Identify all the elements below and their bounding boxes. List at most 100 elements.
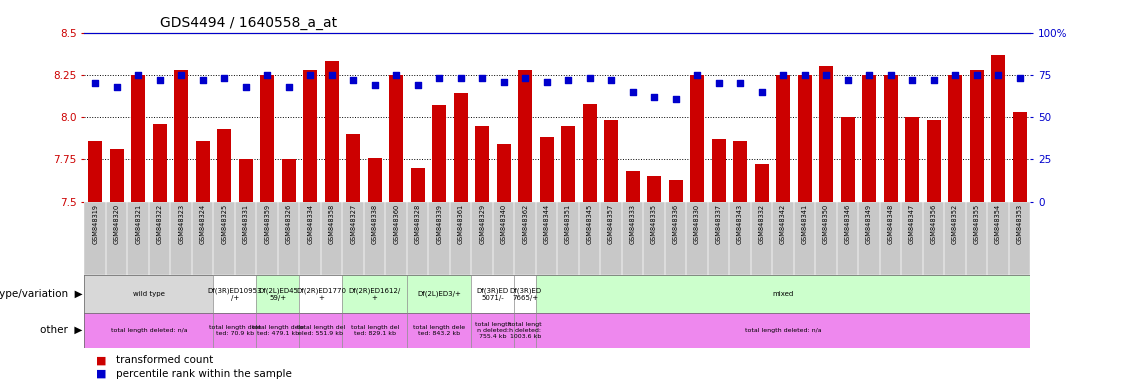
Text: GSM848362: GSM848362 <box>522 204 528 244</box>
Point <box>645 94 663 100</box>
Point <box>87 80 105 86</box>
Text: GSM848348: GSM848348 <box>887 204 894 244</box>
Text: GSM848336: GSM848336 <box>672 204 679 244</box>
Bar <box>84 275 214 313</box>
Point <box>688 72 706 78</box>
Point <box>967 72 985 78</box>
Point <box>323 72 341 78</box>
Point <box>129 72 148 78</box>
Text: GSM848338: GSM848338 <box>372 204 377 244</box>
Point <box>924 77 942 83</box>
Bar <box>772 202 794 275</box>
Bar <box>863 75 876 202</box>
Bar <box>472 313 515 348</box>
Bar <box>342 275 406 313</box>
Text: GSM848350: GSM848350 <box>823 204 829 244</box>
Bar <box>235 202 257 275</box>
Point <box>108 84 126 90</box>
Text: GSM848328: GSM848328 <box>414 204 421 244</box>
Bar <box>687 202 708 275</box>
Text: GSM848329: GSM848329 <box>480 204 485 244</box>
Bar <box>472 275 515 313</box>
Bar <box>536 313 1030 348</box>
Text: total length deleted: n/a: total length deleted: n/a <box>110 328 187 333</box>
Bar <box>257 202 278 275</box>
Bar <box>905 117 919 202</box>
Point <box>409 82 427 88</box>
Bar <box>300 275 342 313</box>
Point <box>151 77 169 83</box>
Bar <box>88 141 102 202</box>
Text: GSM848354: GSM848354 <box>995 204 1001 244</box>
Text: mixed: mixed <box>772 291 794 297</box>
Point <box>215 75 233 81</box>
Bar <box>643 202 664 275</box>
Bar <box>884 75 897 202</box>
Point <box>796 72 814 78</box>
Text: GSM848344: GSM848344 <box>544 204 549 244</box>
Text: GSM848346: GSM848346 <box>844 204 850 244</box>
Text: Df(3R)ED10953
/+: Df(3R)ED10953 /+ <box>207 287 262 301</box>
Text: GSM848339: GSM848339 <box>436 204 443 244</box>
Bar <box>428 202 450 275</box>
Bar <box>515 275 536 313</box>
Bar <box>797 75 812 202</box>
Bar <box>991 55 1006 202</box>
Bar <box>196 141 209 202</box>
Point <box>774 72 792 78</box>
Bar <box>257 275 300 313</box>
Text: GSM848334: GSM848334 <box>307 204 313 244</box>
Bar <box>390 75 403 202</box>
Bar <box>582 104 597 202</box>
Text: GSM848331: GSM848331 <box>243 204 249 244</box>
Point <box>473 75 491 81</box>
Bar <box>303 70 318 202</box>
Bar <box>368 158 382 202</box>
Bar <box>626 171 640 202</box>
Point <box>839 77 857 83</box>
Text: GSM848358: GSM848358 <box>329 204 334 244</box>
Text: percentile rank within the sample: percentile rank within the sample <box>116 369 292 379</box>
Bar <box>472 202 493 275</box>
Bar <box>669 180 682 202</box>
Bar <box>450 202 472 275</box>
Bar <box>539 137 554 202</box>
Text: GSM848360: GSM848360 <box>393 204 399 244</box>
Text: total length del
eled: 551.9 kb: total length del eled: 551.9 kb <box>297 325 345 336</box>
Bar <box>664 202 687 275</box>
Bar <box>214 313 257 348</box>
Point <box>560 77 578 83</box>
Text: total length dele
ted: 70.9 kb: total length dele ted: 70.9 kb <box>208 325 261 336</box>
Point <box>1010 75 1028 81</box>
Text: GSM848357: GSM848357 <box>608 204 614 244</box>
Bar <box>342 202 364 275</box>
Bar <box>175 70 188 202</box>
Text: GSM848351: GSM848351 <box>565 204 571 244</box>
Text: GSM848321: GSM848321 <box>135 204 141 244</box>
Bar <box>300 313 342 348</box>
Point <box>602 77 620 83</box>
Bar <box>879 202 901 275</box>
Bar <box>406 202 428 275</box>
Bar <box>794 202 815 275</box>
Bar <box>217 129 231 202</box>
Text: wild type: wild type <box>133 291 164 297</box>
Text: GSM848337: GSM848337 <box>716 204 722 244</box>
Text: GSM848320: GSM848320 <box>114 204 119 244</box>
Point <box>624 89 642 95</box>
Point <box>516 75 534 81</box>
Bar <box>969 70 983 202</box>
Point <box>903 77 921 83</box>
Bar <box>858 202 879 275</box>
Bar <box>406 313 472 348</box>
Bar <box>149 202 170 275</box>
Point <box>860 72 878 78</box>
Bar <box>837 202 858 275</box>
Text: total length
n deleted:
755.4 kb: total length n deleted: 755.4 kb <box>474 322 511 339</box>
Text: total lengt
h deleted:
1003.6 kb: total lengt h deleted: 1003.6 kb <box>509 322 542 339</box>
Bar <box>945 202 966 275</box>
Bar <box>901 202 923 275</box>
Bar <box>406 275 472 313</box>
Text: transformed count: transformed count <box>116 355 213 365</box>
Text: GSM848319: GSM848319 <box>92 204 98 244</box>
